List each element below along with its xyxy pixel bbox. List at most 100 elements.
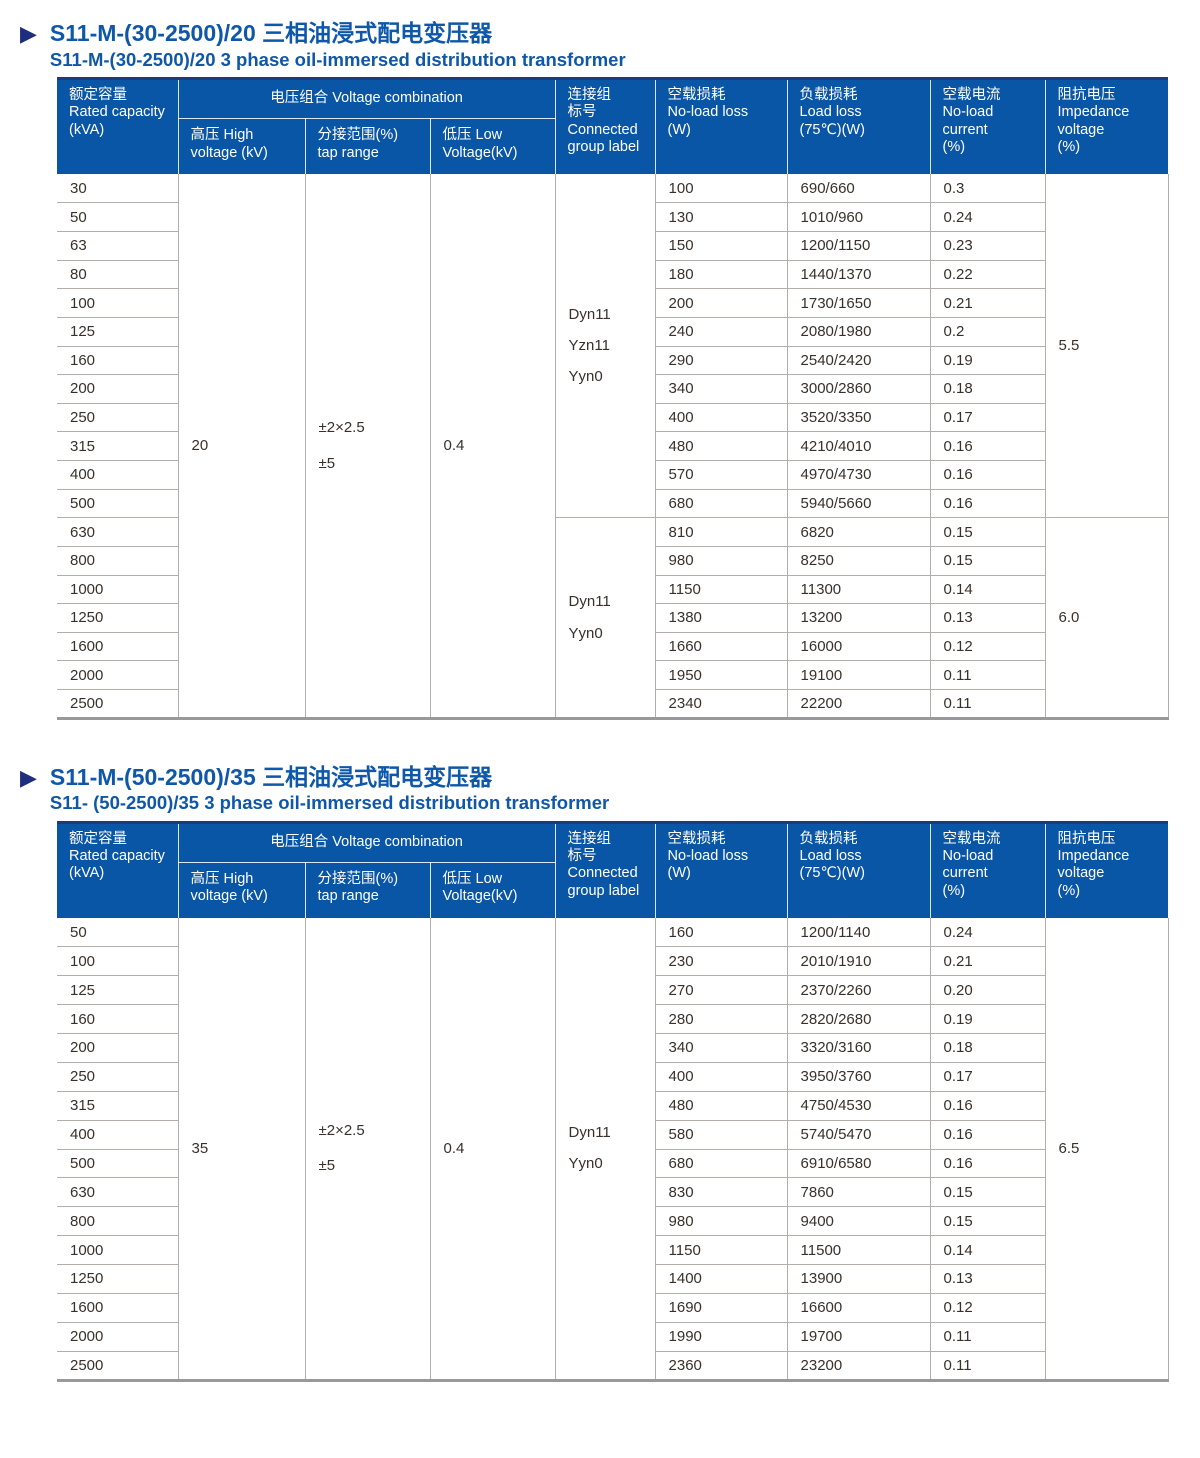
capacity-cell: 63 <box>57 231 179 261</box>
capacity-cell: 160 <box>57 1004 179 1035</box>
section-arrow-icon: ▶ <box>20 764 37 790</box>
no-load-current-cell: 0.15 <box>930 546 1046 576</box>
capacity-cell: 80 <box>57 260 179 290</box>
load-loss-cell: 1010/960 <box>787 202 931 233</box>
no-load-current-cell: 0.21 <box>930 288 1046 318</box>
no-load-current-cell: 0.16 <box>930 1120 1046 1150</box>
section-title-zh: S11-M-(30-2500)/20 三相油浸式配电变压器 <box>49 20 493 46</box>
load-loss-cell: 2370/2260 <box>787 975 931 1006</box>
load-loss-cell: 2010/1910 <box>787 946 931 977</box>
col-header-tap-range: 分接范围(%) tap range <box>305 118 431 175</box>
section-title-2: ▶ S11-M-(50-2500)/35 三相油浸式配电变压器 S11- (50… <box>20 764 1200 814</box>
table-row: 315 480 4750/4530 0.16 <box>57 1091 1168 1121</box>
load-loss-cell: 1200/1140 <box>787 918 931 948</box>
no-load-loss-cell: 1660 <box>655 632 788 662</box>
col-header-no-load-current: 空载电流 No-load current (%) <box>930 822 1046 919</box>
capacity-cell: 250 <box>57 1062 179 1092</box>
load-loss-cell: 1730/1650 <box>787 288 931 318</box>
no-load-loss-cell: 340 <box>655 374 788 404</box>
table-row: 400 570 4970/4730 0.16 <box>57 460 1168 490</box>
group-label-cell: Dyn11 Yzn11 Yyn0 <box>555 174 656 519</box>
capacity-cell: 500 <box>57 489 179 519</box>
table-row: 800 980 9400 0.15 <box>57 1206 1168 1237</box>
table-row: 63 150 1200/1150 0.23 <box>57 231 1168 261</box>
no-load-loss-cell: 290 <box>655 346 788 376</box>
col-header-voltage-combination: 电压组合 Voltage combination <box>178 78 556 119</box>
col-header-load-loss: 负载损耗 Load loss (75℃)(W) <box>787 78 931 175</box>
col-header-load-loss: 负载损耗 Load loss (75℃)(W) <box>787 822 931 919</box>
table-row: 125 270 2370/2260 0.20 <box>57 975 1168 1006</box>
group-label-line: Dyn11 <box>568 593 611 611</box>
no-load-current-cell: 0.17 <box>930 403 1046 433</box>
high-voltage-cell: 35 <box>178 918 306 1381</box>
col-header-voltage-combination: 电压组合 Voltage combination <box>178 822 556 863</box>
transformer-table-section-2: ▶ S11-M-(50-2500)/35 三相油浸式配电变压器 S11- (50… <box>0 764 1200 1382</box>
no-load-loss-cell: 160 <box>655 918 788 948</box>
no-load-current-cell: 0.15 <box>930 1177 1046 1208</box>
no-load-loss-cell: 480 <box>655 1091 788 1121</box>
section-title-zh: S11-M-(50-2500)/35 三相油浸式配电变压器 <box>49 763 493 790</box>
table-row: 400 580 5740/5470 0.16 <box>57 1120 1168 1150</box>
table-row: 250 400 3520/3350 0.17 <box>57 403 1168 433</box>
section-title-en: S11-M-(30-2500)/20 3 phase oil-immersed … <box>49 48 626 70</box>
no-load-current-cell: 0.13 <box>930 1264 1046 1294</box>
tap-range-cell: ±2×2.5 ±5 <box>305 174 431 719</box>
no-load-loss-cell: 400 <box>655 1062 788 1092</box>
no-load-loss-cell: 680 <box>655 489 788 519</box>
load-loss-cell: 1200/1150 <box>787 231 931 261</box>
table-body: 30 20 ±2×2.5 ±5 0.4 Dyn11 Yzn11 Yyn0 100 690/660 0… <box>57 174 1169 719</box>
tap-range-cell: ±2×2.5 ±5 <box>305 918 431 1381</box>
impedance-cell: 6.0 <box>1045 517 1169 719</box>
no-load-current-cell: 0.24 <box>930 918 1046 948</box>
table-row: 2500 2360 23200 0.11 <box>57 1351 1168 1381</box>
no-load-current-cell: 0.11 <box>930 1322 1046 1352</box>
no-load-current-cell: 0.11 <box>930 689 1046 719</box>
table-row: 1250 1380 13200 0.13 <box>57 603 1168 633</box>
capacity-cell: 400 <box>57 1120 179 1150</box>
load-loss-cell: 5740/5470 <box>787 1120 931 1150</box>
group-label-line: Yyn0 <box>568 1155 603 1173</box>
group-label-line: Yyn0 <box>568 624 603 642</box>
load-loss-cell: 11300 <box>787 575 931 605</box>
col-header-connected-group: 连接组 标号 Connected group label <box>555 822 656 919</box>
capacity-cell: 630 <box>57 517 179 547</box>
load-loss-cell: 19100 <box>787 660 931 691</box>
no-load-loss-cell: 570 <box>655 460 788 490</box>
no-load-current-cell: 0.18 <box>930 1033 1046 1063</box>
no-load-current-cell: 0.16 <box>930 460 1046 490</box>
load-loss-cell: 3950/3760 <box>787 1062 931 1092</box>
no-load-loss-cell: 980 <box>655 546 788 576</box>
no-load-current-cell: 0.24 <box>930 202 1046 233</box>
group-label-line: Dyn11 <box>568 1124 611 1142</box>
load-loss-cell: 5940/5660 <box>787 489 931 519</box>
load-loss-cell: 3000/2860 <box>787 374 931 404</box>
no-load-current-cell: 0.17 <box>930 1062 1046 1092</box>
table-row: 500 680 6910/6580 0.16 <box>57 1149 1168 1179</box>
capacity-cell: 30 <box>57 174 179 204</box>
table-row: 2000 1990 19700 0.11 <box>57 1322 1168 1352</box>
no-load-loss-cell: 270 <box>655 975 788 1006</box>
no-load-loss-cell: 400 <box>655 403 788 433</box>
table-row: 1600 1690 16600 0.12 <box>57 1293 1168 1323</box>
load-loss-cell: 1440/1370 <box>787 260 931 290</box>
capacity-cell: 160 <box>57 346 179 376</box>
no-load-loss-cell: 1690 <box>655 1293 788 1323</box>
table-row: 50 130 1010/960 0.24 <box>57 202 1168 233</box>
no-load-current-cell: 0.11 <box>930 660 1046 691</box>
col-header-no-load-loss: 空载损耗 No-load loss (W) <box>655 78 788 175</box>
no-load-loss-cell: 130 <box>655 202 788 233</box>
high-voltage-cell: 20 <box>178 174 306 719</box>
capacity-cell: 1250 <box>57 603 179 633</box>
no-load-current-cell: 0.13 <box>930 603 1046 633</box>
low-voltage-cell: 0.4 <box>430 174 556 719</box>
tap-range-line: ±2×2.5 <box>318 419 365 437</box>
load-loss-cell: 9400 <box>787 1206 931 1237</box>
no-load-loss-cell: 240 <box>655 317 788 347</box>
impedance-cell: 6.5 <box>1045 918 1169 1381</box>
col-header-high-voltage: 高压 High voltage (kV) <box>178 862 306 919</box>
table-row: 1000 1150 11500 0.14 <box>57 1235 1168 1266</box>
load-loss-cell: 690/660 <box>787 174 931 204</box>
section-title-1: ▶ S11-M-(30-2500)/20 三相油浸式配电变压器 S11-M-(3… <box>20 20 1200 70</box>
transformer-table-section-1: ▶ S11-M-(30-2500)/20 三相油浸式配电变压器 S11-M-(3… <box>0 20 1200 720</box>
